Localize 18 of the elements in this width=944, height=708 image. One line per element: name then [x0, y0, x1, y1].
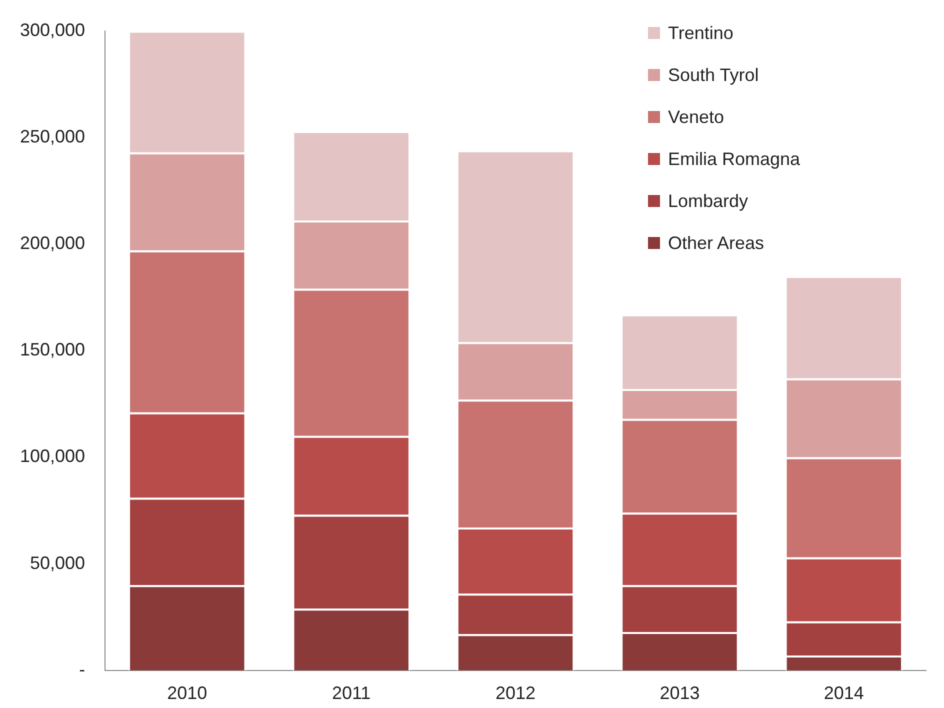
- legend-label: Veneto: [668, 106, 724, 128]
- y-tick-label: 200,000: [20, 232, 86, 253]
- x-tick-label: 2010: [167, 683, 208, 704]
- y-tick-label: 100,000: [20, 446, 86, 466]
- legend-label: Lombardy: [668, 190, 748, 212]
- legend-label: Emilia Romagna: [668, 148, 800, 170]
- x-tick-label: 2014: [824, 683, 864, 704]
- y-tick-label: 150,000: [20, 340, 86, 360]
- x-tick-label: 2012: [496, 683, 536, 704]
- y-tick-label: 300,000: [20, 20, 86, 40]
- legend-label: Other Areas: [668, 232, 764, 254]
- legend-label: South Tyrol: [668, 64, 759, 86]
- x-tick-label: 2011: [332, 683, 371, 704]
- y-tick-label: 250,000: [20, 126, 86, 146]
- legend-label: Trentino: [668, 22, 734, 44]
- x-tick-label: 2013: [660, 683, 700, 704]
- y-tick-label: -: [79, 659, 86, 680]
- y-tick-label: 50,000: [30, 552, 86, 573]
